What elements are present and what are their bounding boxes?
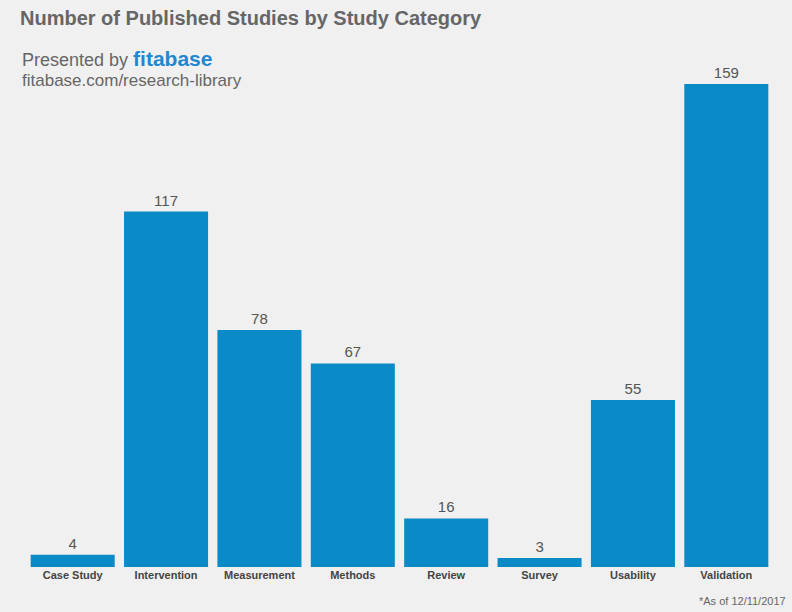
svg-text:Intervention: Intervention <box>135 569 198 581</box>
svg-text:Usability: Usability <box>610 569 657 581</box>
svg-text:Number of Published Studies by: Number of Published Studies by Study Cat… <box>20 7 482 29</box>
svg-text:Validation: Validation <box>700 569 752 581</box>
svg-text:*As of 12/11/2017: *As of 12/11/2017 <box>699 595 786 607</box>
svg-text:Survey: Survey <box>521 569 559 581</box>
svg-text:fitabase.com/research-library: fitabase.com/research-library <box>22 71 242 90</box>
svg-text:3: 3 <box>535 538 543 555</box>
svg-text:78: 78 <box>251 310 268 327</box>
svg-text:159: 159 <box>714 64 739 81</box>
svg-text:Presented by fitabase: Presented by fitabase <box>22 47 212 70</box>
svg-text:117: 117 <box>154 192 178 209</box>
svg-text:4: 4 <box>69 535 77 552</box>
svg-text:16: 16 <box>438 498 455 515</box>
svg-text:Measurement: Measurement <box>224 569 295 581</box>
svg-text:Methods: Methods <box>330 569 375 581</box>
svg-text:Review: Review <box>427 569 465 581</box>
svg-text:55: 55 <box>625 380 642 397</box>
svg-text:Case Study: Case Study <box>43 569 104 581</box>
svg-text:67: 67 <box>344 343 361 360</box>
